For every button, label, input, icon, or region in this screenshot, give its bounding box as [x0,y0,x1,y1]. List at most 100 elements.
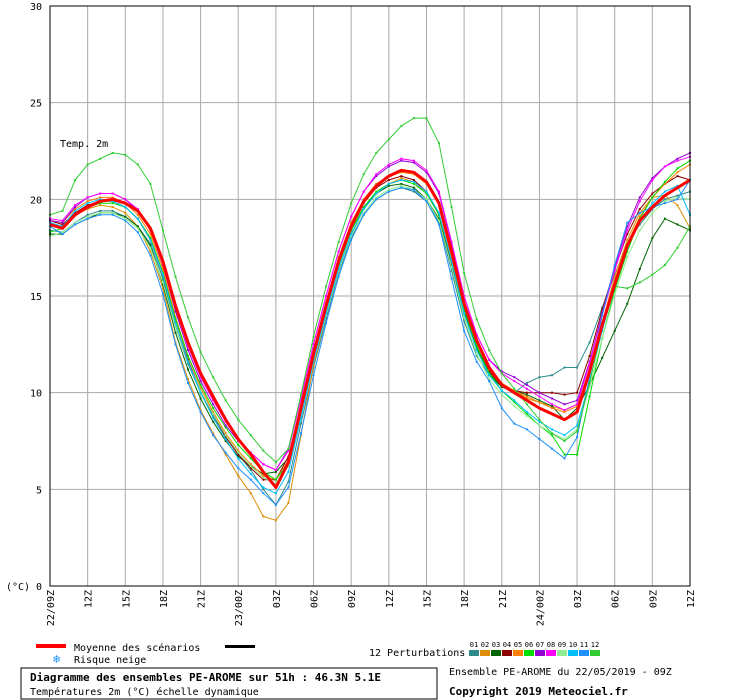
member-point [525,412,528,415]
member-point [563,457,566,460]
member-point [136,225,139,228]
perturbation-swatch [524,650,534,656]
member-point [274,492,277,495]
member-point [199,411,202,413]
member-point [463,295,466,297]
member-point [312,364,315,367]
member-point [187,378,190,381]
member-point [500,385,503,388]
perturbation-number: 04 [503,641,511,649]
member-point [400,157,403,160]
x-tick-label: 24/00Z [535,590,546,626]
member-point [375,175,378,178]
legend: Moyenne des scénarios ❄ Risque neige 12 … [36,641,600,666]
member-point [149,238,152,241]
member-point [74,221,77,224]
member-point [676,194,679,197]
member-point [450,269,453,272]
member-point [199,385,202,388]
member-point [475,349,478,352]
member-point [488,372,491,375]
member-point [237,449,240,452]
member-point [111,151,114,154]
member-point [663,165,666,168]
member-lines [49,117,691,522]
member-point [161,287,164,290]
member-point [61,233,64,236]
member-point [212,416,215,419]
member-point [111,192,114,195]
member-point [500,389,503,392]
member-point [199,380,202,383]
member-point [224,399,227,402]
member-point [400,159,403,162]
member-point [550,397,553,400]
member-point [337,271,340,274]
member-point [387,182,390,185]
member-point [224,426,227,429]
member-point [287,447,290,450]
member-point [676,171,679,174]
member-point [375,190,378,193]
member-point [237,451,240,454]
member-point [350,215,353,218]
member-point [425,190,428,193]
member-point [99,196,102,199]
member-point [149,246,152,249]
member-point [262,474,265,477]
y-tick-label: 30 [30,2,42,13]
x-tick-label: 09Z [648,590,659,608]
member-point [601,356,604,359]
member-point [262,488,265,491]
perturbation-number: 08 [547,641,555,649]
member-point [61,223,64,226]
member-point [212,412,215,415]
member-point [187,354,190,357]
legend-mean-swatch [36,644,66,648]
member-point [161,277,164,280]
mean-series-line [49,168,691,489]
member-point [412,186,415,189]
member-point [149,237,152,239]
member-point [350,238,353,241]
member-point [488,370,491,373]
member-point [350,235,353,238]
member-point [676,175,679,178]
member-point [513,401,516,404]
member-point [613,289,616,292]
member-point [237,443,240,446]
x-tick-label: 22/09Z [46,590,57,626]
perturbation-number: 12 [591,641,599,649]
perturbation-swatch [469,650,479,656]
member-point [325,312,328,315]
member-point [249,465,252,468]
member-point [249,472,252,475]
member-point [412,159,415,162]
x-tick-label: 18Z [460,590,471,608]
member-point [412,117,415,120]
legend-mean-label: Moyenne des scénarios [74,642,200,654]
member-point [563,411,566,413]
member-point [563,409,566,412]
member-point [513,422,516,425]
member-point [425,192,428,195]
member-point [187,360,190,363]
member-point [438,219,441,222]
member-point [638,223,641,226]
legend-snow-label: Risque neige [74,655,146,666]
member-point [488,358,491,361]
member-point [387,184,390,187]
member-point [613,293,616,296]
member-point [412,161,415,164]
member-point [124,217,127,220]
member-point [651,211,654,214]
member-series-line [49,117,691,464]
member-point [550,407,553,410]
member-point [475,345,478,348]
member-point [588,341,591,344]
member-point [613,273,616,276]
member-point [124,206,127,209]
member-point [550,428,553,431]
x-tick-label: 12Z [84,590,95,608]
